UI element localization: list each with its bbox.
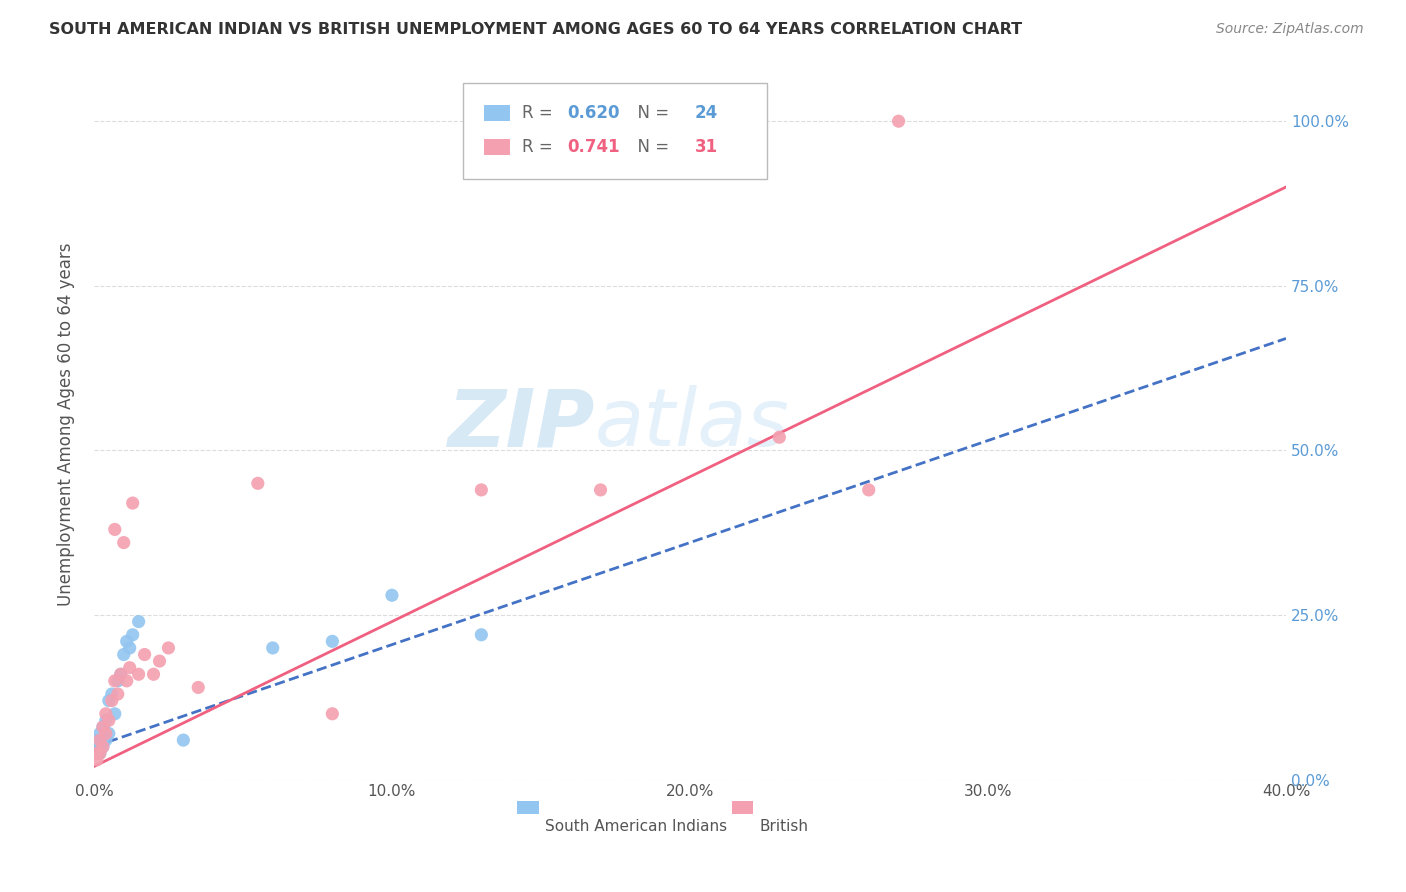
- Y-axis label: Unemployment Among Ages 60 to 64 years: Unemployment Among Ages 60 to 64 years: [58, 243, 75, 606]
- Point: [91, 720, 114, 734]
- Point: [118, 661, 141, 675]
- Point: [91, 739, 114, 754]
- Point: [115, 634, 138, 648]
- Point: [104, 523, 127, 537]
- Point: [97, 726, 120, 740]
- Point: [94, 706, 117, 721]
- Point: [89, 746, 111, 760]
- Point: [148, 654, 170, 668]
- Point: [112, 535, 135, 549]
- Text: N =: N =: [627, 104, 673, 122]
- Point: [128, 615, 150, 629]
- Point: [104, 673, 127, 688]
- Point: [86, 733, 108, 747]
- Text: Source: ZipAtlas.com: Source: ZipAtlas.com: [1216, 22, 1364, 37]
- Point: [107, 687, 129, 701]
- Text: SOUTH AMERICAN INDIAN VS BRITISH UNEMPLOYMENT AMONG AGES 60 TO 64 YEARS CORRELAT: SOUTH AMERICAN INDIAN VS BRITISH UNEMPLO…: [49, 22, 1022, 37]
- Point: [589, 483, 612, 497]
- Point: [157, 640, 180, 655]
- Text: R =: R =: [522, 137, 558, 156]
- Point: [768, 430, 790, 444]
- Point: [110, 667, 132, 681]
- Point: [104, 706, 127, 721]
- Point: [121, 496, 143, 510]
- Point: [187, 681, 209, 695]
- Point: [101, 693, 124, 707]
- Text: ZIP: ZIP: [447, 385, 595, 463]
- Point: [246, 476, 269, 491]
- Bar: [517, 801, 538, 814]
- Text: atlas: atlas: [595, 385, 789, 463]
- Point: [115, 673, 138, 688]
- Point: [107, 673, 129, 688]
- Point: [89, 733, 111, 747]
- Point: [112, 648, 135, 662]
- Bar: [731, 801, 754, 814]
- Point: [321, 706, 343, 721]
- Point: [858, 483, 880, 497]
- Point: [128, 667, 150, 681]
- Point: [94, 726, 117, 740]
- Point: [91, 739, 114, 754]
- Point: [91, 720, 114, 734]
- Point: [86, 746, 108, 760]
- FancyBboxPatch shape: [464, 83, 768, 178]
- Point: [134, 648, 156, 662]
- Text: 0.620: 0.620: [567, 104, 620, 122]
- Point: [381, 588, 404, 602]
- Text: R =: R =: [522, 104, 558, 122]
- Point: [118, 640, 141, 655]
- Text: British: British: [759, 819, 808, 834]
- Point: [94, 714, 117, 728]
- Point: [172, 733, 194, 747]
- Bar: [484, 139, 510, 154]
- Point: [101, 687, 124, 701]
- Point: [470, 628, 492, 642]
- Text: South American Indians: South American Indians: [544, 819, 727, 834]
- Point: [97, 693, 120, 707]
- Point: [262, 640, 284, 655]
- Point: [89, 726, 111, 740]
- Bar: [484, 105, 510, 121]
- Point: [121, 628, 143, 642]
- Point: [86, 753, 108, 767]
- Point: [887, 114, 910, 128]
- Point: [97, 714, 120, 728]
- Text: 0.741: 0.741: [567, 137, 620, 156]
- Point: [470, 483, 492, 497]
- Point: [110, 667, 132, 681]
- Text: 24: 24: [695, 104, 718, 122]
- Point: [94, 733, 117, 747]
- Point: [89, 746, 111, 760]
- Text: N =: N =: [627, 137, 673, 156]
- Point: [321, 634, 343, 648]
- Text: 31: 31: [695, 137, 718, 156]
- Point: [86, 739, 108, 754]
- Point: [142, 667, 165, 681]
